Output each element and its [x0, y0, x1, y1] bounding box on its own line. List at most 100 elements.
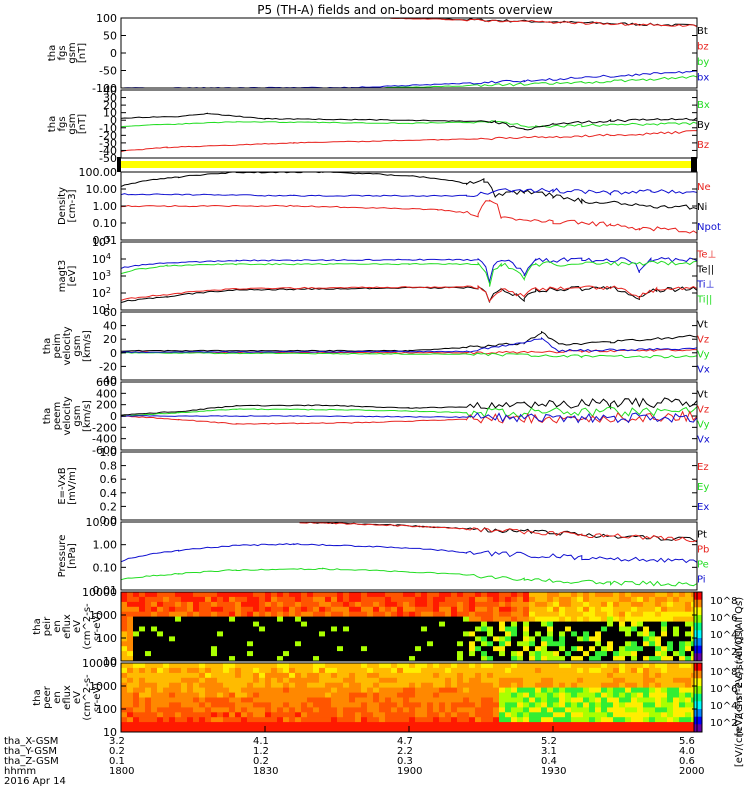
spectrogram-cell [643, 667, 650, 674]
spectrogram-cell [349, 636, 356, 642]
spectrogram-cell [499, 631, 506, 637]
spectrogram-cell [343, 692, 350, 699]
spectrogram-cell [217, 631, 224, 637]
spectrogram-cell [241, 697, 248, 703]
spectrogram-cell [637, 592, 644, 598]
spectrogram-cell [673, 592, 680, 598]
colorbar-frame [693, 591, 703, 662]
spectrogram-cell [259, 722, 266, 728]
spectrogram-cell [673, 672, 680, 679]
y-tick-label: 100.00 [79, 166, 118, 179]
spectrogram-cell [541, 621, 548, 628]
spectrogram-cell [547, 672, 554, 679]
spectrogram-cell [349, 692, 356, 699]
spectrogram-cell [571, 651, 578, 657]
spectrogram-cell [145, 651, 152, 657]
spectrogram-cell [199, 651, 206, 657]
spectrogram-cell [319, 592, 326, 598]
spectrogram-cell [625, 712, 632, 718]
spectrogram-cell [679, 712, 686, 718]
spectrogram-cell [391, 697, 398, 703]
spectrogram-cell [487, 712, 494, 718]
spectrogram-cell [529, 692, 536, 699]
spectrogram-cell [529, 687, 536, 694]
spectrogram-cell [625, 722, 632, 728]
spectrogram-cell [493, 672, 500, 679]
spectrogram-cell [547, 606, 554, 613]
spectrogram-cell [541, 663, 548, 669]
spectrogram-cell [175, 722, 182, 728]
spectrogram-cell [319, 626, 326, 632]
spectrogram-cell [457, 702, 464, 708]
spectrogram-cell [205, 592, 212, 598]
spectrogram-cell [241, 636, 248, 642]
spectrogram-cell [181, 626, 188, 632]
spectrogram-cell [547, 626, 554, 632]
spectrogram-cell [121, 606, 128, 613]
spectrogram-cell [649, 712, 656, 718]
spectrogram-cell [619, 656, 626, 661]
spectrogram-cell [349, 606, 356, 613]
spectrogram-cell [685, 611, 692, 618]
spectrogram-cell [541, 606, 548, 613]
spectrogram-cell [241, 677, 248, 684]
series-vz-line [121, 348, 697, 355]
spectrogram-cell [271, 596, 278, 603]
spectrogram-cell [337, 651, 344, 657]
spectrogram-cell [475, 677, 482, 684]
spectrogram-cell [361, 636, 368, 642]
spectrogram-cell [433, 646, 440, 652]
spectrogram-cell [541, 722, 548, 728]
spectrogram-cell [283, 651, 290, 657]
spectrogram-cell [553, 677, 560, 684]
panel-frame [120, 591, 698, 662]
panel-efield_flag [117, 157, 697, 172]
spectrogram-cell [265, 672, 272, 679]
spectrogram-cell [211, 636, 218, 642]
legend-entry: Pe [697, 560, 709, 571]
spectrogram-cell [481, 606, 488, 613]
spectrogram-cell [253, 611, 260, 618]
spectrogram-cell [625, 611, 632, 618]
spectrogram-cell [175, 697, 182, 703]
spectrogram-cell [349, 592, 356, 598]
spectrogram-cell [235, 687, 242, 694]
spectrogram-cell [217, 677, 224, 684]
spectrogram-cell [631, 707, 638, 713]
spectrogram-cell [457, 601, 464, 608]
spectrogram-cell [625, 651, 632, 657]
spectrogram-cell [523, 672, 530, 679]
spectrogram-cell [463, 697, 470, 703]
spectrogram-cell [661, 631, 668, 637]
spectrogram-cell [355, 722, 362, 728]
spectrogram-cell [661, 672, 668, 679]
spectrogram-cell [319, 606, 326, 613]
spectrogram-cell [529, 672, 536, 679]
spectrogram-cell [589, 656, 596, 661]
spectrogram-cell [655, 606, 662, 613]
spectrogram-cell [643, 592, 650, 598]
colorbar-step [694, 670, 702, 679]
spectrogram-cell [673, 702, 680, 708]
spectrogram-cell [601, 707, 608, 713]
y-tick-label: 0 [110, 347, 117, 360]
spectrogram-cell [229, 651, 236, 657]
spectrogram-cell [685, 727, 692, 732]
spectrogram-cell [487, 616, 494, 623]
spectrogram-cell [481, 727, 488, 732]
spectrogram-cell [229, 682, 236, 689]
spectrogram-cell [205, 636, 212, 642]
spectrogram-cell [553, 616, 560, 623]
spectrogram-cell [577, 611, 584, 618]
spectrogram-cell [421, 646, 428, 652]
spectrogram-cell [625, 621, 632, 628]
spectrogram-cell [475, 611, 482, 618]
date-label: 2016 Apr 14 [4, 776, 66, 787]
spectrogram-cell [541, 697, 548, 703]
spectrogram-cell [319, 722, 326, 728]
spectrogram-cell [235, 717, 242, 723]
spectrogram-cell [523, 646, 530, 652]
spectrogram-cell [253, 687, 260, 694]
spectrogram-cell [397, 687, 404, 694]
spectrogram-cell [361, 667, 368, 674]
